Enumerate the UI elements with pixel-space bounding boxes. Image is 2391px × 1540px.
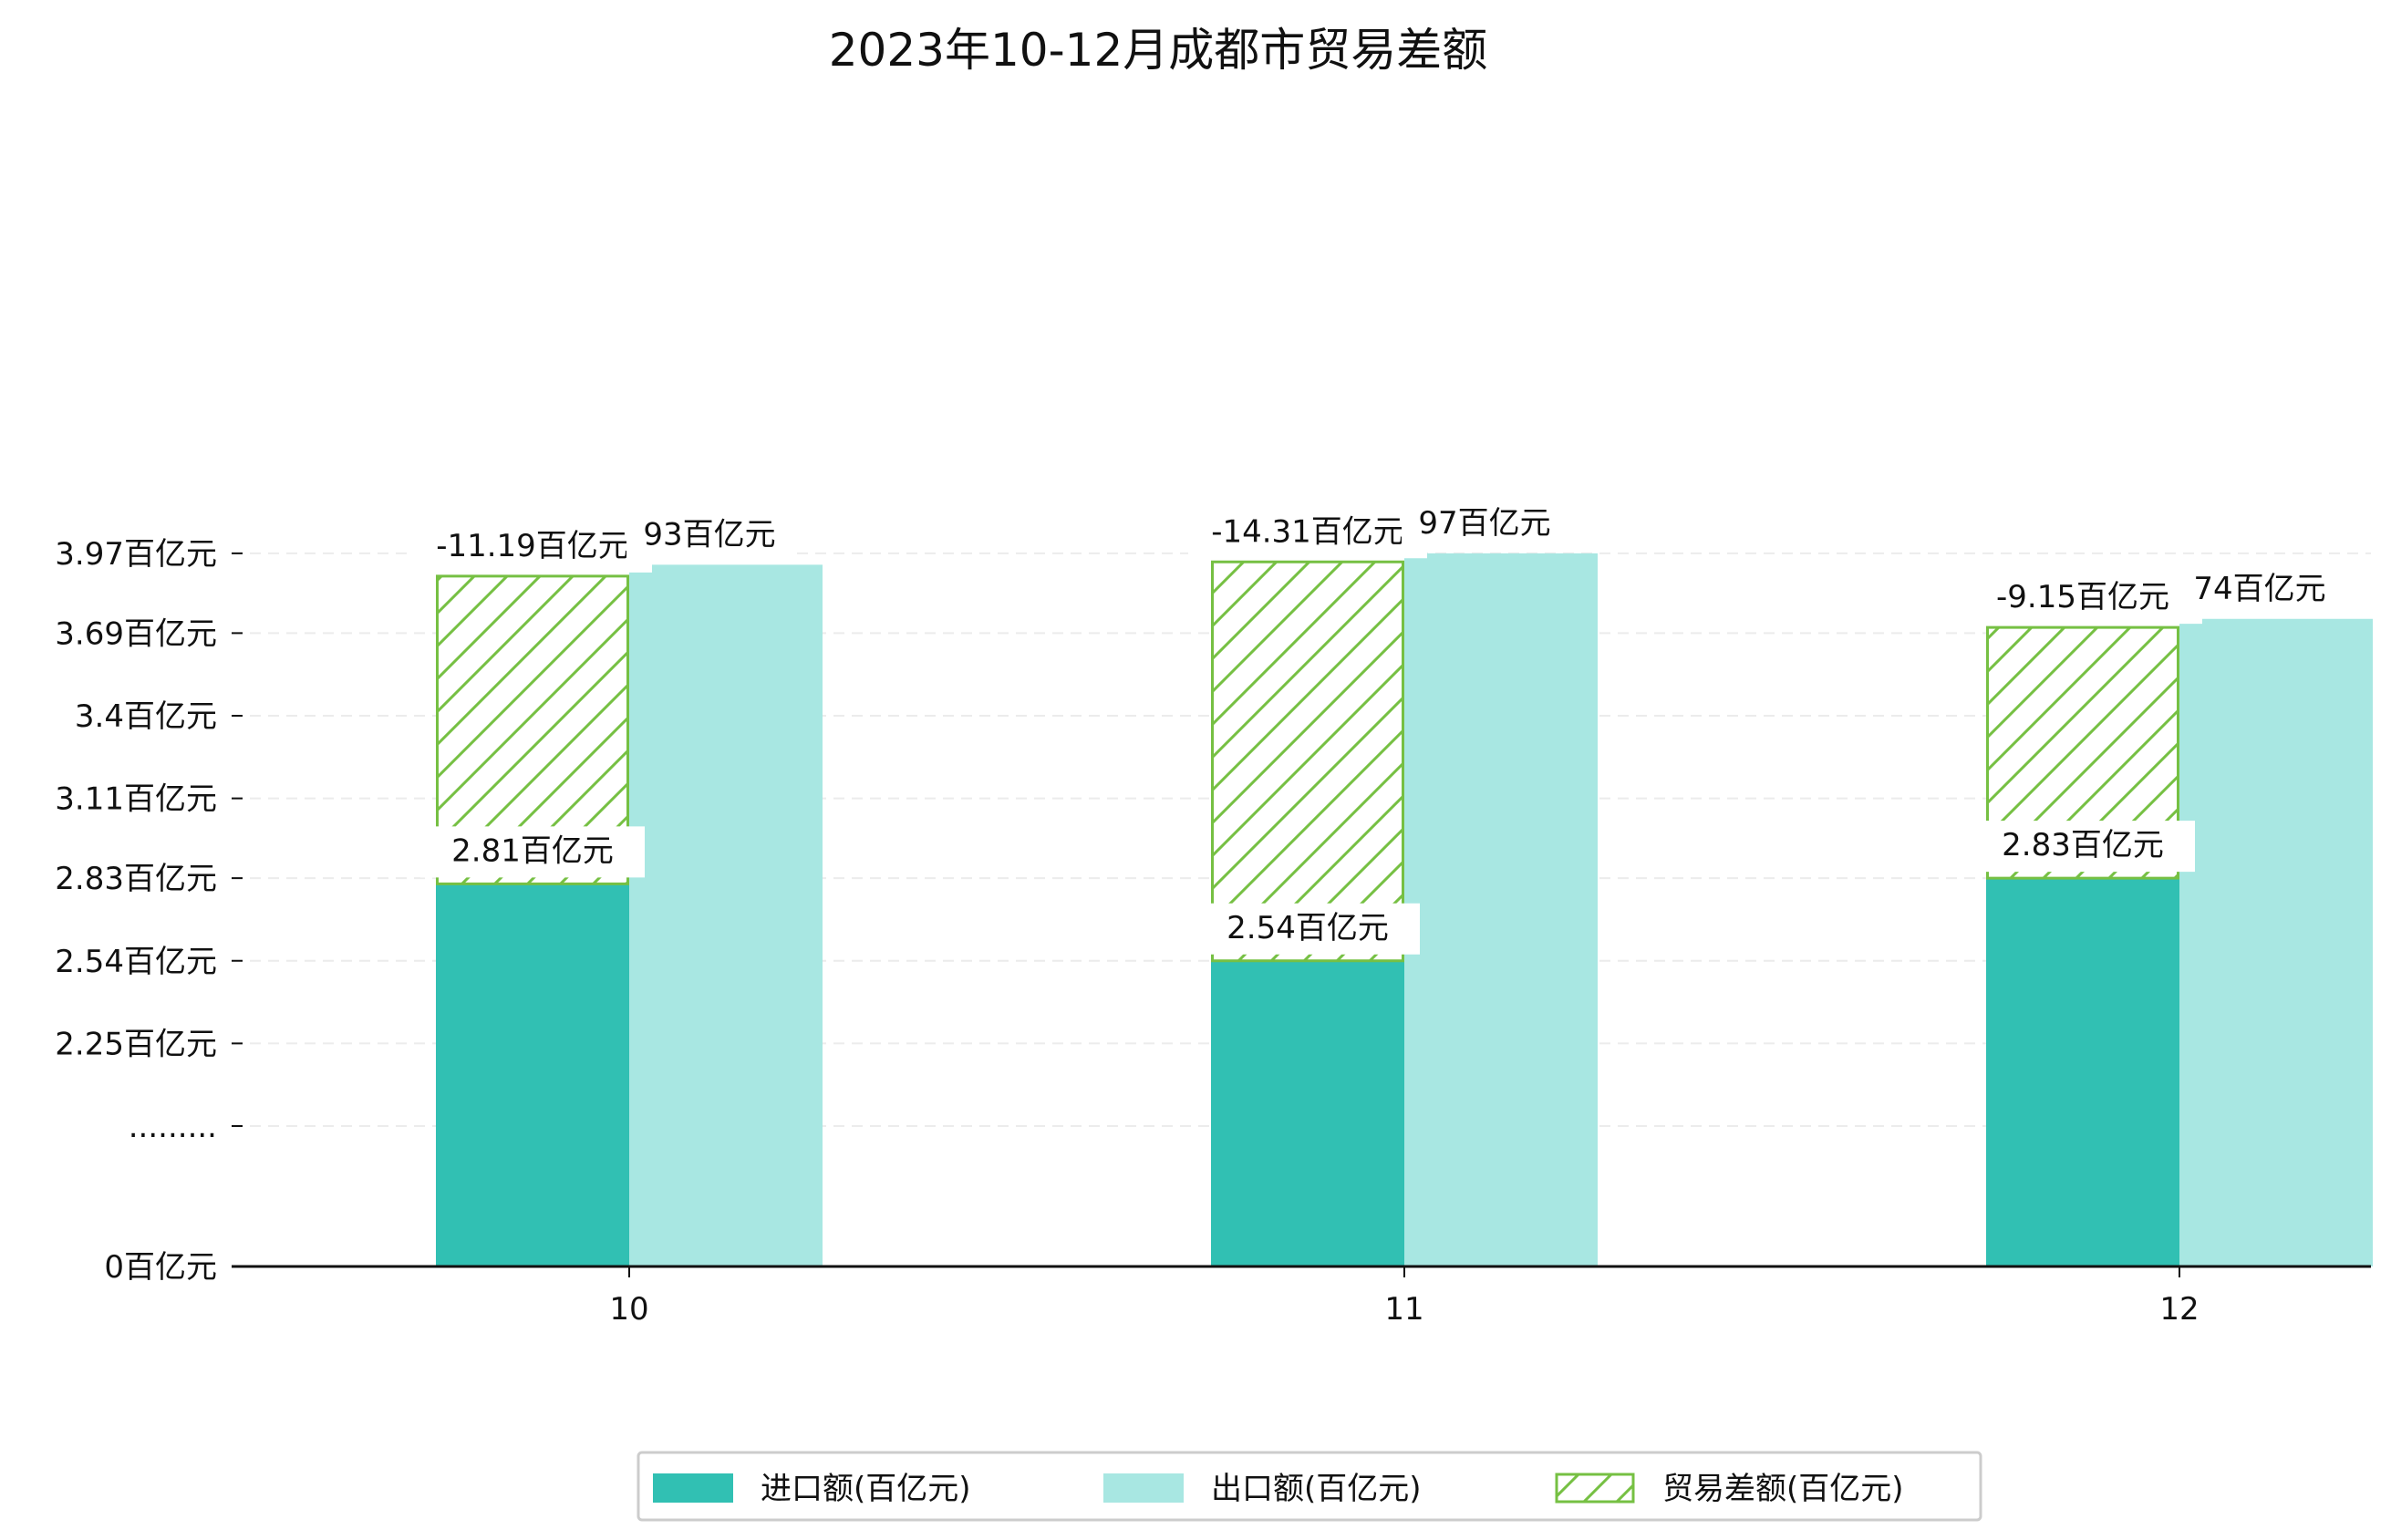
legend-swatch <box>653 1473 733 1503</box>
y-tick-label: 3.4百亿元 <box>75 698 217 735</box>
balance-data-label-bg <box>413 521 652 573</box>
y-tick-label: 2.25百亿元 <box>55 1026 217 1062</box>
export-data-label-bg <box>1402 498 1568 550</box>
y-tick-label: 3.97百亿元 <box>55 536 217 573</box>
import-bar <box>1211 960 1404 1266</box>
x-tick-label: 12 <box>2159 1291 2199 1328</box>
balance-data-label-bg <box>1188 507 1427 559</box>
y-tick-label: ......... <box>129 1109 217 1145</box>
balance-data-label-bg <box>1963 573 2202 625</box>
y-tick-label: 0百亿元 <box>104 1249 217 1286</box>
legend-label: 进口额(百亿元) <box>761 1471 971 1507</box>
import-bar <box>1986 878 2179 1266</box>
bar-labels: 2.81百亿元 -11.19百亿元 93百亿元 2.54百亿元 -14.31百亿元 97百… <box>413 498 2343 955</box>
bars-group <box>436 553 2373 1266</box>
import-data-label-bg <box>420 826 645 878</box>
x-tick-label: 11 <box>1384 1291 1423 1328</box>
import-data-label: 2.83百亿元 <box>2002 827 2164 863</box>
legend-box <box>637 1451 1982 1522</box>
import-data-label-bg <box>1971 821 2195 873</box>
import-data-label: 2.54百亿元 <box>1227 910 1389 946</box>
legend-label: 出口额(百亿元) <box>1211 1471 1422 1507</box>
import-data-label-bg <box>1196 903 1420 955</box>
import-data-label: 2.81百亿元 <box>451 832 614 869</box>
balance-data-label: -11.19百亿元 <box>436 528 629 564</box>
x-tick-label: 10 <box>609 1291 648 1328</box>
export-bar <box>1404 553 1598 1266</box>
export-data-label: 93百亿元 <box>643 516 775 553</box>
y-tick-label: 2.83百亿元 <box>55 861 217 897</box>
export-data-label-bg <box>626 510 792 562</box>
axes: 0百亿元......... 2.25百亿元 2.54百亿元 2.83百亿元 3.11百亿… <box>55 536 2371 1328</box>
chart-title: 2023年10-12月成都市贸易差额 <box>829 24 1488 77</box>
y-tick-label: 2.54百亿元 <box>55 944 217 980</box>
y-tick-label: 3.11百亿元 <box>55 781 217 818</box>
balance-data-label: -14.31百亿元 <box>1211 513 1404 550</box>
export-bar <box>629 564 823 1266</box>
legend-label: 贸易差额(百亿元) <box>1662 1471 1904 1507</box>
legend-swatch <box>1103 1473 1184 1503</box>
import-bar <box>436 884 629 1266</box>
export-data-label: 74百亿元 <box>2193 571 2325 607</box>
export-data-label-bg <box>2177 563 2343 615</box>
balance-data-label: -9.15百亿元 <box>1996 579 2169 615</box>
export-data-label: 97百亿元 <box>1418 505 1550 542</box>
legend: 进口额(百亿元) 出口额(百亿元) 贸易差额(百亿元) <box>637 1451 1982 1522</box>
balance-bar <box>1211 560 1404 963</box>
export-bar <box>2179 618 2373 1266</box>
y-tick-label: 3.69百亿元 <box>55 615 217 652</box>
legend-swatch <box>1557 1474 1633 1502</box>
